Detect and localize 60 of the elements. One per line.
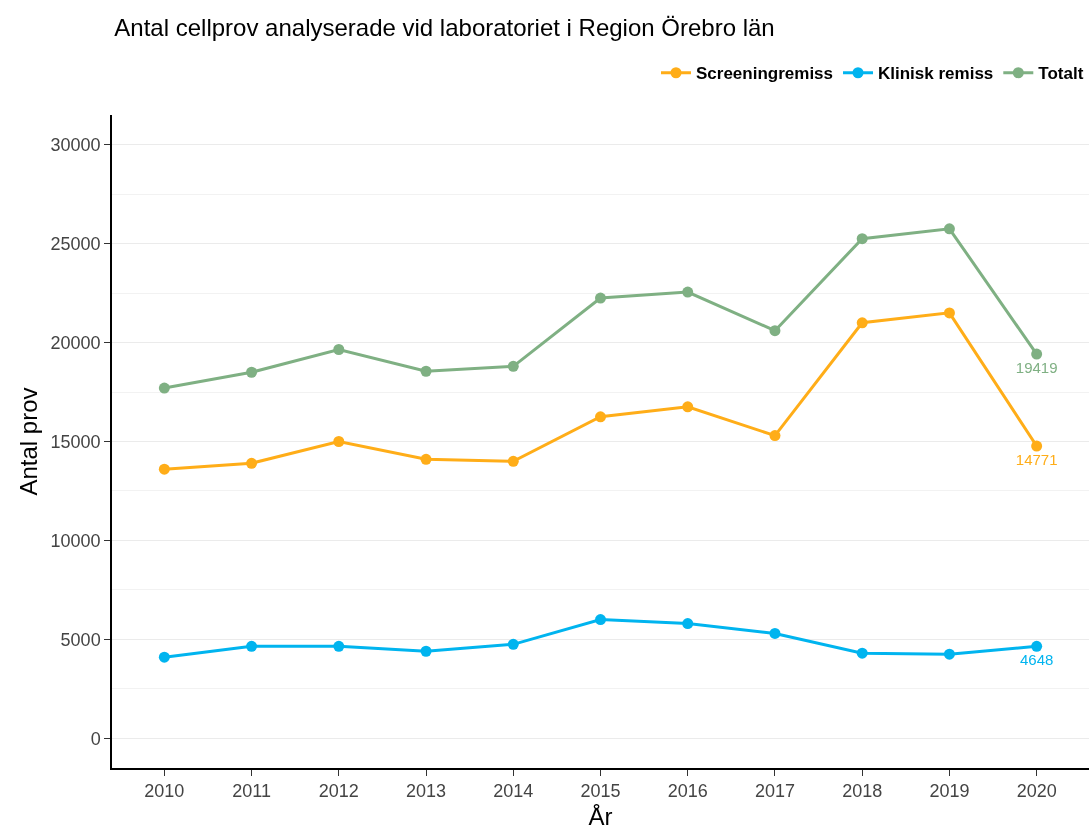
point bbox=[158, 382, 170, 394]
x-tick-label: 2018 bbox=[842, 781, 883, 802]
point bbox=[507, 455, 519, 467]
x-axis-title: År bbox=[588, 803, 613, 831]
point bbox=[769, 325, 781, 337]
x-tick-label: 2014 bbox=[493, 781, 534, 802]
y-tick-label: 0 bbox=[90, 728, 101, 749]
point bbox=[769, 430, 781, 442]
point bbox=[595, 411, 606, 423]
point bbox=[856, 233, 868, 245]
point bbox=[333, 436, 345, 447]
point bbox=[420, 645, 432, 657]
y-tick-label: 15000 bbox=[50, 431, 101, 452]
data-label: 4648 bbox=[1019, 651, 1054, 669]
y-tick-label: 25000 bbox=[50, 233, 101, 254]
x-tick-label: 2016 bbox=[667, 781, 708, 802]
x-tick-label: 2020 bbox=[1016, 781, 1057, 802]
x-tick-label: 2015 bbox=[580, 781, 621, 802]
point bbox=[158, 463, 170, 475]
y-tick-label: 5000 bbox=[60, 629, 101, 650]
point bbox=[158, 651, 170, 663]
point bbox=[769, 627, 781, 639]
x-tick-label: 2019 bbox=[929, 781, 970, 802]
point bbox=[507, 638, 519, 650]
point bbox=[943, 648, 955, 660]
x-tick-label: 2011 bbox=[232, 781, 271, 802]
point bbox=[246, 457, 258, 469]
point bbox=[682, 401, 694, 413]
point bbox=[420, 365, 432, 377]
point bbox=[333, 640, 345, 652]
point bbox=[856, 317, 868, 329]
legend-label: Screeningremiss bbox=[696, 64, 834, 84]
point bbox=[595, 614, 606, 626]
y-tick-label: 10000 bbox=[50, 530, 101, 551]
point bbox=[856, 647, 868, 659]
point bbox=[682, 618, 694, 630]
chart-title: Antal cellprov analyserade vid laboratoriet i Region Örebro län bbox=[114, 14, 775, 42]
x-tick-label: 2010 bbox=[144, 781, 185, 802]
point bbox=[1031, 440, 1043, 452]
point bbox=[246, 366, 258, 378]
legend-label: Totalt bbox=[1038, 64, 1084, 84]
point bbox=[943, 307, 955, 319]
x-tick-label: 2013 bbox=[406, 781, 447, 802]
y-tick-label: 30000 bbox=[50, 134, 101, 155]
y-tick-label: 20000 bbox=[50, 332, 101, 353]
x-tick-label: 2012 bbox=[318, 781, 359, 802]
point bbox=[246, 640, 258, 652]
point bbox=[420, 453, 432, 465]
point bbox=[595, 292, 606, 304]
point bbox=[1031, 348, 1043, 360]
point bbox=[507, 360, 519, 372]
x-tick-label: 2017 bbox=[754, 781, 795, 802]
data-label: 19419 bbox=[1015, 359, 1058, 377]
point bbox=[1031, 640, 1043, 652]
point bbox=[682, 286, 694, 298]
legend-label: Klinisk remiss bbox=[878, 64, 994, 84]
point bbox=[943, 223, 955, 235]
data-label: 14771 bbox=[1015, 451, 1058, 469]
point bbox=[333, 343, 345, 355]
y-axis-title: Antal prov bbox=[15, 387, 43, 496]
